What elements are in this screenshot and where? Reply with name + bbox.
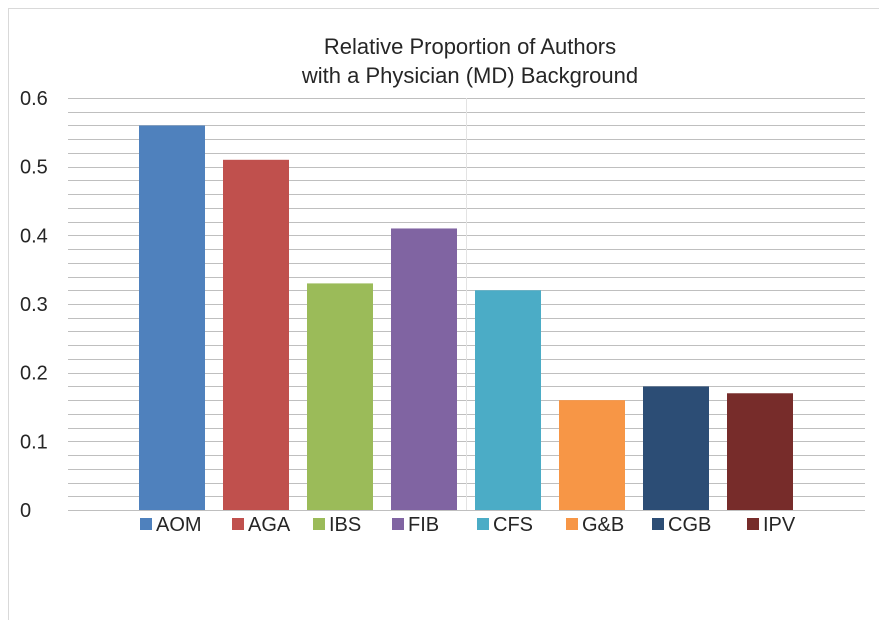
legend-swatch xyxy=(232,518,244,530)
y-tick-label: 0.2 xyxy=(20,363,48,385)
y-tick-label: 0.3 xyxy=(20,294,48,316)
legend: AOM AGA IBS FIB CFS G&B CGB IPV xyxy=(140,514,796,536)
legend-label: IPV xyxy=(763,514,796,536)
legend-swatch xyxy=(566,518,578,530)
chart-frame xyxy=(8,8,879,620)
chart-title-line-2: with a Physician (MD) Background xyxy=(301,63,638,88)
bar-aom xyxy=(139,125,205,510)
legend-label: AOM xyxy=(156,514,202,536)
legend-label: FIB xyxy=(408,514,439,536)
y-tick-label: 0.6 xyxy=(20,88,48,110)
chart-title: Relative Proportion of Authors with a Ph… xyxy=(301,34,638,88)
bar-aga xyxy=(223,159,289,511)
legend-label: CGB xyxy=(668,514,711,536)
bar-cgb xyxy=(643,386,709,510)
bars xyxy=(139,125,793,511)
legend-label: IBS xyxy=(329,514,361,536)
chart-title-line-1: Relative Proportion of Authors xyxy=(324,34,616,59)
y-tick-label: 0 xyxy=(20,500,31,522)
y-tick-label: 0.1 xyxy=(20,431,48,453)
bar-ipv xyxy=(727,393,793,510)
legend-swatch xyxy=(313,518,325,530)
y-axis-tick-labels: 0 0.1 0.2 0.3 0.4 0.5 0.6 xyxy=(20,88,48,522)
legend-label: G&B xyxy=(582,514,624,536)
bar-cfs xyxy=(475,290,541,510)
legend-swatch xyxy=(140,518,152,530)
legend-swatch xyxy=(392,518,404,530)
bar-fib xyxy=(391,228,457,510)
legend-label: AGA xyxy=(248,514,291,536)
legend-swatch xyxy=(477,518,489,530)
legend-swatch xyxy=(747,518,759,530)
bar-g-b xyxy=(559,400,625,510)
y-tick-label: 0.5 xyxy=(20,157,48,179)
bar-ibs xyxy=(307,283,373,510)
legend-swatch xyxy=(652,518,664,530)
y-tick-label: 0.4 xyxy=(20,225,48,247)
legend-label: CFS xyxy=(493,514,533,536)
